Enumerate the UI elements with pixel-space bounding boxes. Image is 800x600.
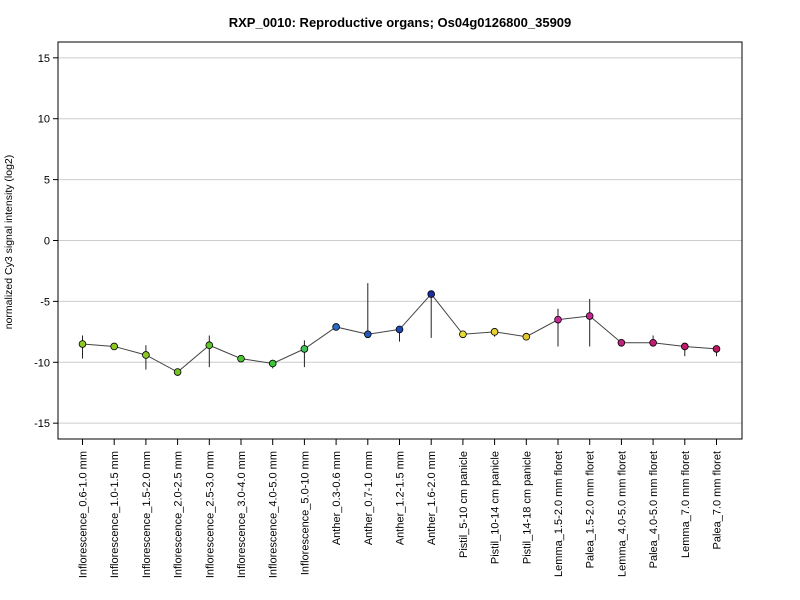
- y-tick-label: 10: [38, 114, 50, 126]
- y-tick-label: -5: [40, 296, 50, 308]
- x-tick-label: Anther_1.6-2.0 mm: [426, 451, 438, 545]
- x-tick-label: Palea_4.0-5.0 mm floret: [648, 451, 660, 568]
- data-point: [585, 312, 594, 320]
- data-point: [332, 323, 340, 331]
- data-point: [237, 354, 245, 363]
- data-point: [300, 345, 309, 353]
- y-tick-label: 0: [44, 236, 50, 248]
- y-tick-label: -10: [34, 357, 50, 369]
- chart-title: RXP_0010: Reproductive organs; Os04g0126…: [229, 15, 572, 30]
- y-axis-label: normalized Cy3 signal intensity (log2): [3, 155, 15, 330]
- x-tick-label: Inflorescence_1.5-2.0 mm: [141, 451, 153, 578]
- x-tick-label: Anther_0.3-0.6 mm: [331, 451, 343, 545]
- data-point: [110, 342, 118, 351]
- data-point: [142, 351, 150, 359]
- data-point: [268, 359, 277, 368]
- data-point: [78, 340, 87, 348]
- x-tick-label: Inflorescence_1.0-1.5 mm: [109, 451, 121, 578]
- x-tick-label: Inflorescence_2.0-2.5 mm: [173, 451, 185, 578]
- data-point: [554, 315, 562, 324]
- data-point: [173, 368, 182, 376]
- x-tick-label: Inflorescence_5.0-10 mm: [299, 451, 311, 575]
- x-tick-label: Pistil_5-10 cm panicle: [458, 451, 470, 558]
- data-point: [427, 290, 436, 298]
- x-tick-label: Pistil_14-18 cm panicle: [521, 451, 533, 564]
- x-tick-label: Inflorescence_2.5-3.0 mm: [204, 451, 216, 578]
- y-tick-label: -15: [34, 418, 50, 430]
- x-tick-label: Pistil_10-14 cm panicle: [490, 451, 502, 564]
- grid-lines: [58, 57, 742, 424]
- data-point: [522, 332, 531, 341]
- data-point: [395, 325, 404, 334]
- data-point: [712, 345, 721, 353]
- x-tick-label: Palea_1.5-2.0 mm floret: [585, 451, 597, 568]
- data-point: [680, 342, 689, 351]
- x-tick-label: Anther_0.7-1.0 mm: [363, 451, 375, 545]
- x-tick-label: Inflorescence_4.0-5.0 mm: [268, 451, 280, 578]
- plot-frame: [57, 41, 743, 440]
- data-point: [205, 341, 214, 350]
- data-point: [363, 330, 372, 339]
- x-tick-label: Lemma_1.5-2.0 mm floret: [553, 451, 565, 577]
- x-tick-label: Anther_1.2-1.5 mm: [395, 451, 407, 545]
- y-tick-label: 15: [38, 53, 50, 65]
- y-axis: 15 10 5 0 -5 -10 -15: [34, 53, 58, 430]
- x-tick-label: Lemma_7.0 mm floret: [680, 451, 692, 558]
- data-series: [78, 283, 721, 376]
- x-tick-label: Inflorescence_3.0-4.0 mm: [236, 451, 248, 578]
- data-point: [490, 328, 499, 336]
- data-point: [459, 330, 467, 339]
- x-tick-label: Inflorescence_0.6-1.0 mm: [78, 451, 90, 578]
- data-point: [649, 338, 657, 347]
- x-tick-label: Palea_7.0 mm floret: [712, 451, 724, 549]
- y-tick-label: 5: [44, 175, 50, 187]
- x-tick-label: Lemma_4.0-5.0 mm floret: [616, 451, 628, 577]
- data-point: [617, 338, 626, 347]
- x-axis: Inflorescence_0.6-1.0 mm Inflorescence_1.…: [78, 439, 724, 578]
